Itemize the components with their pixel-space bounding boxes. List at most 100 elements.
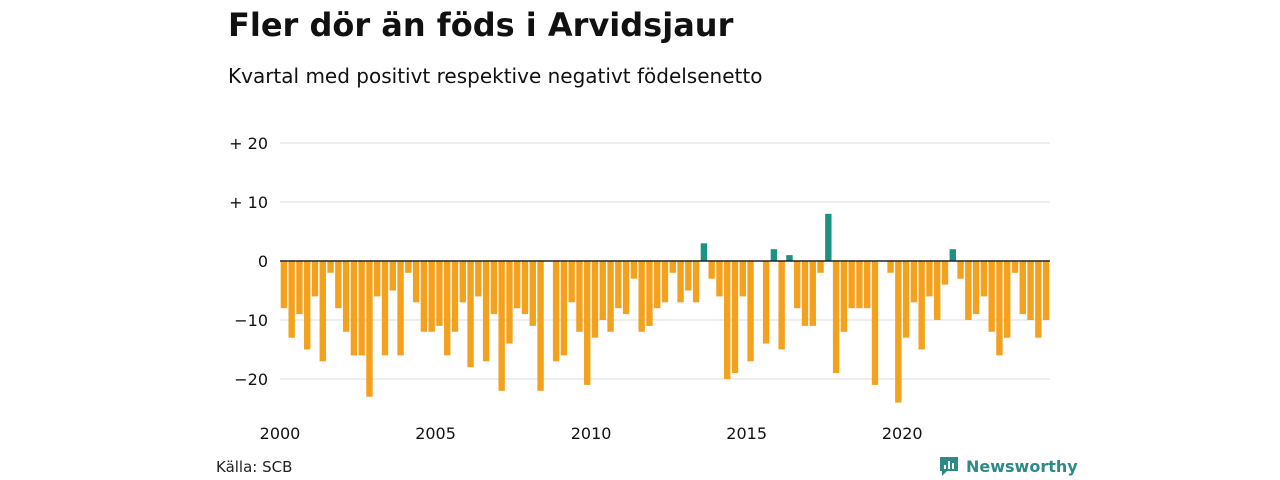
bar-negative (381, 261, 389, 356)
bar-negative (397, 261, 404, 356)
bar-negative (280, 261, 288, 309)
bar-negative (1027, 261, 1034, 320)
x-tick-label: 2010 (571, 424, 612, 443)
chart-title: Fler dör än föds i Arvidsjaur (228, 6, 734, 44)
source-note: Källa: SCB (216, 458, 293, 476)
bar-negative (1042, 261, 1050, 320)
bar-negative (296, 261, 303, 315)
bar-negative (887, 261, 894, 273)
bar-negative (451, 261, 459, 332)
bar-negative (910, 261, 918, 303)
bar-negative (692, 261, 700, 303)
bar-negative (996, 261, 1003, 356)
bar-negative (646, 261, 653, 326)
bar-negative (980, 261, 988, 297)
bar-negative (311, 261, 319, 297)
bar-negative (1004, 261, 1011, 338)
bar-negative (685, 261, 692, 291)
bar-negative (444, 261, 451, 356)
bar-negative (817, 261, 824, 273)
bar-negative (615, 261, 622, 309)
bar-negative (801, 261, 809, 326)
newsworthy-icon (940, 457, 958, 476)
bar-negative (560, 261, 568, 356)
bar-negative (529, 261, 536, 326)
bar-negative (622, 261, 630, 315)
bar-negative (319, 261, 326, 362)
bar-negative (327, 261, 334, 273)
x-axis: 2000 2005 2010 2015 2020 (260, 424, 923, 443)
bar-negative (677, 261, 684, 303)
bar-negative (405, 261, 412, 273)
y-axis: −20 −10 0 + 10 + 20 (229, 134, 268, 389)
bar-negative (358, 261, 365, 356)
bar-negative (288, 261, 295, 338)
chart-subtitle: Kvartal med positivt respektive negativt… (228, 64, 763, 88)
x-tick-label: 2015 (726, 424, 767, 443)
bar-negative (506, 261, 513, 344)
bar-negative (537, 261, 544, 391)
bar-negative (747, 261, 754, 362)
bar-negative (568, 261, 575, 303)
bar-negative (591, 261, 599, 338)
bar-negative (848, 261, 855, 309)
bar-negative (809, 261, 816, 326)
bar-negative (724, 261, 731, 379)
bar-negative (521, 261, 529, 315)
bar-negative (731, 261, 739, 374)
bar-negative (739, 261, 746, 297)
bar-positive (825, 213, 832, 261)
bar-negative (762, 261, 770, 344)
bar-negative (654, 261, 661, 309)
bar-negative (661, 261, 669, 303)
bar-negative (794, 261, 801, 309)
bar-negative (412, 261, 420, 303)
bar-negative (926, 261, 933, 297)
bar-negative (902, 261, 910, 338)
bar-negative (864, 261, 871, 309)
bar-negative (490, 261, 498, 315)
bar-negative (552, 261, 560, 362)
bar-negative (716, 261, 723, 297)
bar-negative (630, 261, 638, 279)
bar-negative (459, 261, 466, 303)
bar-negative (988, 261, 995, 332)
bar-negative (934, 261, 941, 320)
bar-negative (374, 261, 381, 297)
bar-negative (467, 261, 474, 368)
y-tick-label: + 20 (229, 134, 268, 153)
bar-negative (428, 261, 435, 332)
bar-negative (972, 261, 980, 315)
bar-negative (475, 261, 482, 297)
bar-chart: −20 −10 0 + 10 + 20 2000 2005 2010 2015 2020 (229, 134, 1050, 443)
bar-negative (957, 261, 964, 279)
bar-negative (708, 261, 715, 279)
bar-negative (1035, 261, 1042, 338)
bar-negative (420, 261, 428, 332)
bar-negative (335, 261, 342, 309)
bar-positive (949, 249, 956, 261)
bar-negative (350, 261, 358, 356)
brand-name: Newsworthy (966, 456, 1078, 476)
bar-negative (638, 261, 645, 332)
bar-negative (482, 261, 490, 362)
bar-positive (700, 243, 708, 261)
bar-negative (840, 261, 848, 332)
bar-negative (895, 261, 902, 403)
bar-negative (607, 261, 614, 332)
bar-negative (366, 261, 373, 397)
y-tick-label: −20 (234, 370, 268, 389)
bar-negative (514, 261, 521, 309)
bar-negative (941, 261, 949, 285)
y-tick-label: + 10 (229, 193, 268, 212)
bar-negative (871, 261, 879, 385)
bar-negative (304, 261, 311, 350)
bar-negative (599, 261, 606, 320)
bar-negative (778, 261, 785, 350)
bar-negative (965, 261, 972, 320)
bar-negative (918, 261, 925, 350)
newsworthy-logo[interactable]: Newsworthy (938, 455, 1078, 477)
bar-negative (584, 261, 591, 385)
bar-negative (1011, 261, 1019, 273)
bar-negative (669, 261, 676, 273)
